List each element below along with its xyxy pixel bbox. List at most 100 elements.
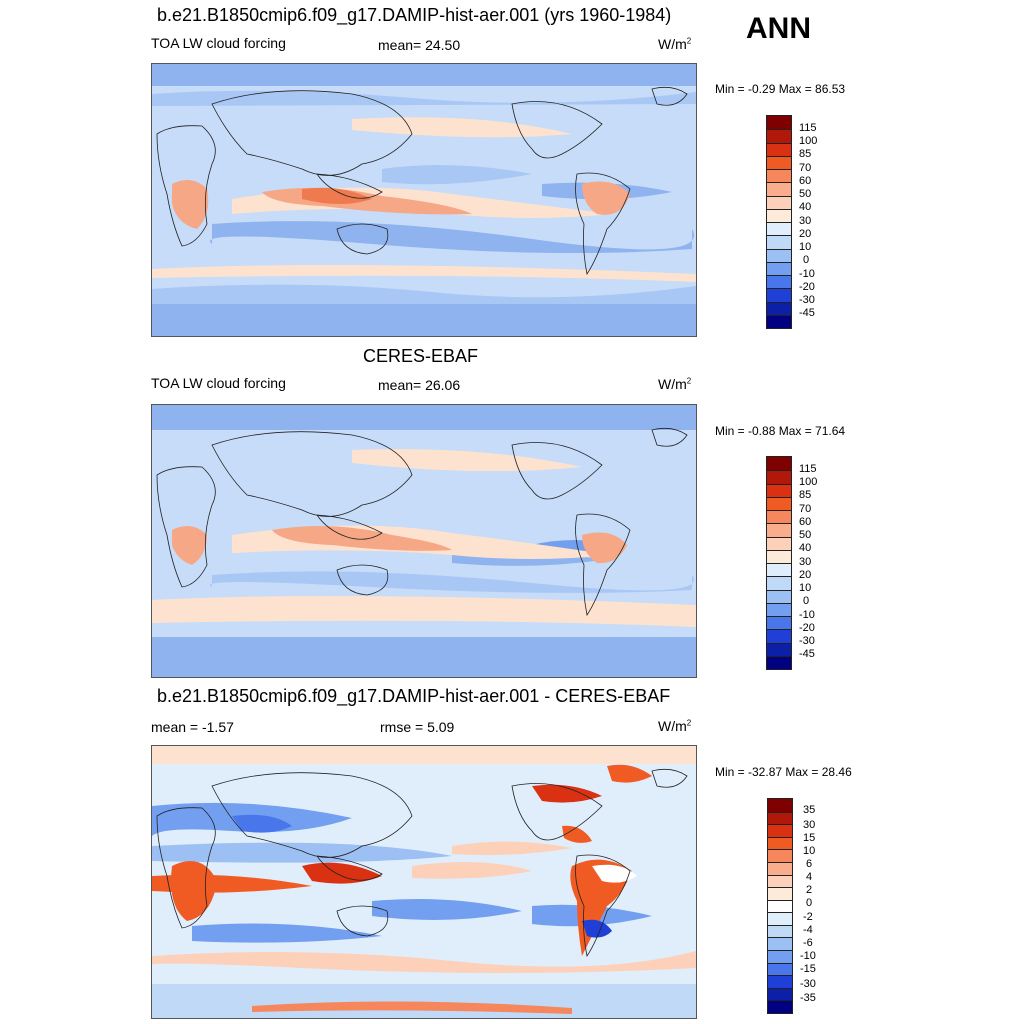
- colorbar-swatch: [767, 483, 791, 497]
- panel-3-title: b.e21.B1850cmip6.f09_g17.DAMIP-hist-aer.…: [157, 686, 671, 706]
- colorbar-swatch: [767, 616, 791, 630]
- colorbar-swatch: [767, 523, 791, 537]
- colorbar-tick: 10: [803, 845, 816, 857]
- colorbar-swatch: [768, 962, 792, 976]
- colorbar-tick: 50: [799, 188, 812, 200]
- panel-1-colorbar: [766, 115, 792, 329]
- colorbar-swatch: [767, 470, 791, 484]
- colorbar-tick: 40: [799, 542, 812, 554]
- panel-3-mean-label: mean = -1.57: [151, 719, 234, 735]
- colorbar-tick: 70: [799, 162, 812, 174]
- colorbar-swatch: [767, 602, 791, 616]
- colorbar-swatch: [767, 169, 791, 183]
- colorbar-swatch: [767, 222, 791, 236]
- colorbar-swatch: [767, 629, 791, 643]
- colorbar-swatch: [767, 155, 791, 169]
- colorbar-swatch: [768, 924, 792, 938]
- panel-2-colorbar: [766, 456, 792, 670]
- colorbar-tick: 35: [803, 804, 816, 816]
- panel-1-title: b.e21.B1850cmip6.f09_g17.DAMIP-hist-aer.…: [157, 5, 672, 25]
- panel-2-map: [151, 404, 697, 678]
- colorbar-tick: -20: [799, 281, 815, 293]
- colorbar-swatch: [767, 116, 791, 130]
- colorbar-tick: 60: [799, 175, 812, 187]
- colorbar-tick: 115: [799, 463, 817, 475]
- colorbar-tick: -35: [800, 992, 816, 1004]
- colorbar-swatch: [767, 536, 791, 550]
- panel-2-variable-label: TOA LW cloud forcing: [151, 375, 286, 391]
- colorbar-tick: 20: [799, 569, 812, 581]
- colorbar-swatch: [768, 987, 792, 1001]
- panel-2-minmax: Min = -0.88 Max = 71.64: [715, 424, 846, 438]
- colorbar-swatch: [767, 576, 791, 590]
- colorbar-swatch: [768, 874, 792, 888]
- colorbar-tick: -30: [799, 635, 815, 647]
- colorbar-swatch: [768, 975, 792, 988]
- colorbar-tick: -10: [799, 268, 815, 280]
- colorbar-swatch: [768, 912, 792, 925]
- panel-3-map-svg: [152, 746, 696, 1018]
- colorbar-tick: 100: [799, 476, 818, 488]
- colorbar-swatch: [768, 950, 792, 963]
- panel-1-units: W/m2: [658, 36, 692, 52]
- colorbar-tick: 15: [803, 832, 816, 844]
- colorbar-tick: -6: [803, 937, 813, 949]
- colorbar-swatch: [767, 208, 791, 222]
- colorbar-swatch: [767, 642, 791, 656]
- colorbar-swatch: [768, 799, 792, 812]
- colorbar-swatch: [767, 301, 791, 315]
- colorbar-swatch: [768, 811, 792, 825]
- colorbar-swatch: [767, 261, 791, 275]
- colorbar-tick: 50: [799, 529, 812, 541]
- colorbar-tick: 10: [799, 582, 812, 594]
- panel-2-mean-label: mean= 26.06: [378, 377, 461, 393]
- colorbar-swatch: [767, 195, 791, 209]
- colorbar-swatch: [767, 275, 791, 289]
- colorbar-tick: 100: [799, 135, 818, 147]
- colorbar-swatch: [767, 129, 791, 143]
- colorbar-tick: -4: [803, 924, 813, 936]
- colorbar-tick: -15: [800, 963, 816, 975]
- season-label: ANN: [746, 12, 811, 45]
- colorbar-tick: -10: [799, 609, 815, 621]
- colorbar-swatch: [767, 496, 791, 510]
- panel-3-minmax: Min = -32.87 Max = 28.46: [715, 765, 852, 779]
- colorbar-swatch: [768, 861, 792, 875]
- colorbar-swatch: [768, 824, 792, 837]
- colorbar-swatch: [767, 510, 791, 524]
- colorbar-tick: -2: [803, 911, 813, 923]
- colorbar-tick: 30: [803, 819, 816, 831]
- panel-1-variable-label: TOA LW cloud forcing: [151, 35, 286, 51]
- colorbar-tick: 115: [799, 122, 817, 134]
- colorbar-swatch: [768, 937, 792, 951]
- colorbar-swatch: [767, 235, 791, 249]
- panel-3-colorbar: [767, 798, 793, 1014]
- colorbar-swatch: [767, 142, 791, 156]
- colorbar-swatch: [767, 288, 791, 302]
- colorbar-swatch: [767, 549, 791, 563]
- panel-1-map: [151, 63, 697, 337]
- panel-2-title: CERES-EBAF: [363, 346, 479, 366]
- colorbar-tick: 0: [806, 897, 813, 909]
- colorbar-tick: 4: [806, 871, 813, 883]
- panel-3-rmse-label: rmse = 5.09: [380, 719, 455, 735]
- colorbar-tick: 30: [799, 556, 812, 568]
- colorbar-swatch: [767, 182, 791, 196]
- colorbar-swatch: [767, 589, 791, 603]
- colorbar-tick: 2: [806, 884, 813, 896]
- colorbar-tick: 85: [799, 148, 812, 160]
- panel-3-units: W/m2: [658, 718, 692, 734]
- colorbar-tick: 6: [806, 858, 813, 870]
- panel-3-map: [151, 745, 697, 1019]
- colorbar-swatch: [768, 1000, 792, 1014]
- colorbar-swatch: [767, 563, 791, 577]
- colorbar-tick: -45: [799, 648, 815, 660]
- colorbar-swatch: [768, 836, 792, 850]
- colorbar-swatch: [767, 655, 791, 669]
- panel-2-map-svg: [152, 405, 696, 677]
- panel-2-units: W/m2: [658, 376, 692, 392]
- colorbar-swatch: [767, 457, 791, 471]
- colorbar-tick: -30: [799, 294, 815, 306]
- panel-1-mean-label: mean= 24.50: [378, 37, 461, 53]
- panel-1-map-svg: [152, 64, 696, 336]
